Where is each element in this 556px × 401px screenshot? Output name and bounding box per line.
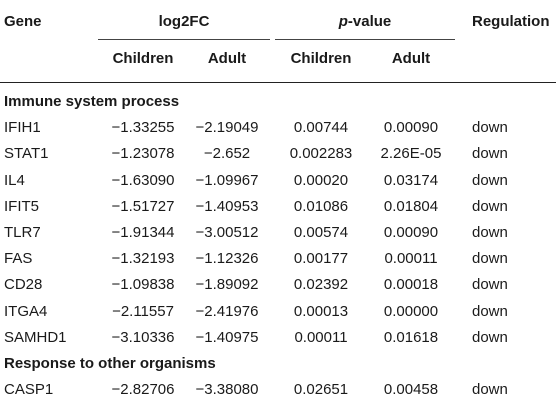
cell-gene: CASP1 (4, 381, 54, 399)
cell-p-adult: 0.00090 (383, 119, 439, 137)
cell-p-children: 0.02651 (293, 381, 349, 399)
cell-gene: SAMHD1 (4, 328, 67, 346)
cell-gene: IFIT5 (4, 197, 40, 215)
cell-fc-children: −1.51727 (111, 197, 175, 215)
cell-p-children: 0.02392 (293, 276, 349, 294)
cell-fc-adult: −1.40975 (195, 328, 259, 346)
header-regulation: Regulation (472, 13, 550, 30)
section-title: Immune system process (4, 93, 180, 110)
cell-fc-children: −2.11557 (112, 302, 174, 320)
cell-p-adult: 0.01618 (383, 328, 439, 346)
cell-fc-adult: −1.12326 (195, 250, 259, 268)
section-title: Response to other organisms (4, 355, 216, 372)
cell-regulation: down (472, 328, 508, 346)
cell-p-adult: 0.00011 (384, 250, 438, 268)
cell-p-adult: 0.00018 (383, 276, 439, 294)
cell-gene: ITGA4 (4, 302, 48, 320)
cell-fc-children: −3.10336 (111, 328, 175, 346)
log2fc-underline (98, 39, 270, 40)
cell-fc-children: −1.09838 (111, 276, 175, 294)
cell-fc-children: −1.23078 (111, 145, 175, 163)
cell-p-children: 0.00574 (293, 224, 349, 241)
cell-regulation: down (472, 171, 508, 189)
cell-fc-children: −2.82706 (111, 381, 175, 399)
cell-gene: TLR7 (4, 224, 41, 241)
header-log2fc: log2FC (158, 13, 210, 30)
pvalue-underline (275, 39, 455, 40)
cell-fc-children: −1.32193 (111, 250, 175, 268)
header-adult-p: Adult (391, 50, 431, 67)
cell-p-adult: 2.26E-05 (380, 145, 442, 163)
cell-gene: FAS (4, 250, 33, 268)
header-gene: Gene (4, 13, 42, 30)
header-pvalue-rest: -value (347, 13, 392, 30)
cell-p-children: 0.00013 (293, 302, 349, 320)
cell-fc-children: −1.91344 (111, 224, 175, 241)
header-rule (0, 82, 556, 83)
header-pvalue: p-value (275, 13, 455, 31)
cell-regulation: down (472, 197, 508, 215)
cell-fc-adult: −3.38080 (195, 381, 259, 399)
cell-p-children: 0.01086 (293, 197, 349, 215)
header-children-p: Children (290, 50, 352, 67)
cell-p-children: 0.00020 (293, 171, 349, 189)
cell-gene: IL4 (4, 171, 25, 189)
cell-fc-adult: −1.09967 (195, 171, 259, 189)
cell-regulation: down (472, 119, 508, 137)
header-children-fc: Children (112, 50, 174, 67)
cell-fc-adult: −3.00512 (195, 224, 259, 241)
cell-p-adult: 0.00090 (383, 224, 439, 241)
cell-fc-adult: −2.41976 (195, 302, 259, 320)
cell-p-adult: 0.00000 (383, 302, 439, 320)
cell-regulation: down (472, 381, 508, 399)
cell-gene: CD28 (4, 276, 43, 294)
cell-p-children: 0.00177 (293, 250, 349, 268)
cell-p-children: 0.00011 (294, 328, 348, 346)
cell-p-children: 0.00744 (293, 119, 349, 137)
cell-p-adult: 0.01804 (383, 197, 439, 215)
cell-fc-adult: −1.40953 (195, 197, 259, 215)
cell-fc-children: −1.33255 (111, 119, 175, 137)
cell-p-adult: 0.00458 (383, 381, 439, 399)
cell-gene: IFIH1 (4, 119, 41, 137)
cell-fc-children: −1.63090 (111, 171, 175, 189)
header-pvalue-italic: p (338, 13, 348, 30)
cell-gene: STAT1 (4, 145, 49, 163)
cell-p-children: 0.002283 (289, 145, 353, 163)
cell-regulation: down (472, 276, 508, 294)
cell-fc-adult: −2.652 (203, 145, 251, 163)
cell-regulation: down (472, 224, 508, 241)
cell-fc-adult: −2.19049 (195, 119, 259, 137)
header-adult-fc: Adult (207, 50, 247, 67)
cell-p-adult: 0.03174 (383, 171, 439, 189)
cell-fc-adult: −1.89092 (195, 276, 259, 294)
cell-regulation: down (472, 145, 508, 163)
cell-regulation: down (472, 250, 508, 268)
cell-regulation: down (472, 302, 508, 320)
